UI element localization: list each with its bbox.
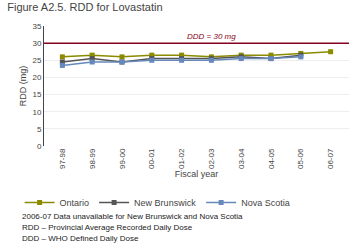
- svg-text:30: 30: [32, 39, 41, 48]
- svg-text:10: 10: [32, 108, 41, 117]
- svg-text:35: 35: [32, 22, 41, 31]
- svg-text:00-01: 00-01: [147, 148, 156, 169]
- svg-text:RDD (mg): RDD (mg): [18, 66, 28, 107]
- svg-text:15: 15: [32, 90, 41, 99]
- svg-text:98-99: 98-99: [88, 148, 97, 169]
- svg-text:Ontario: Ontario: [60, 198, 90, 208]
- svg-text:2006-07 Data unavailable for N: 2006-07 Data unavailable for New Brunswi…: [22, 212, 243, 221]
- svg-text:0: 0: [37, 142, 42, 151]
- svg-text:20: 20: [32, 73, 41, 82]
- svg-text:Fiscal year: Fiscal year: [175, 169, 219, 179]
- svg-text:Nova Scotia: Nova Scotia: [241, 198, 290, 208]
- svg-text:DDD – WHO Defined Daily Dose: DDD – WHO Defined Daily Dose: [22, 234, 139, 243]
- svg-text:03-04: 03-04: [237, 148, 246, 169]
- svg-text:05-06: 05-06: [296, 148, 305, 169]
- svg-text:04-05: 04-05: [267, 148, 276, 169]
- svg-text:New Brunswick: New Brunswick: [134, 198, 196, 208]
- svg-text:01-02: 01-02: [177, 148, 186, 169]
- svg-text:5: 5: [37, 125, 42, 134]
- svg-text:Figure A2.5. RDD for Lovastati: Figure A2.5. RDD for Lovastatin: [7, 1, 162, 13]
- svg-text:25: 25: [32, 56, 41, 65]
- svg-text:DDD = 30 mg: DDD = 30 mg: [187, 32, 236, 41]
- svg-text:99-00: 99-00: [118, 148, 127, 169]
- svg-text:RDD – Provincial Average Recor: RDD – Provincial Average Recorded Daily …: [22, 223, 193, 232]
- svg-text:06-07: 06-07: [326, 148, 335, 169]
- svg-text:02-03: 02-03: [207, 148, 216, 169]
- svg-text:97-98: 97-98: [58, 148, 67, 169]
